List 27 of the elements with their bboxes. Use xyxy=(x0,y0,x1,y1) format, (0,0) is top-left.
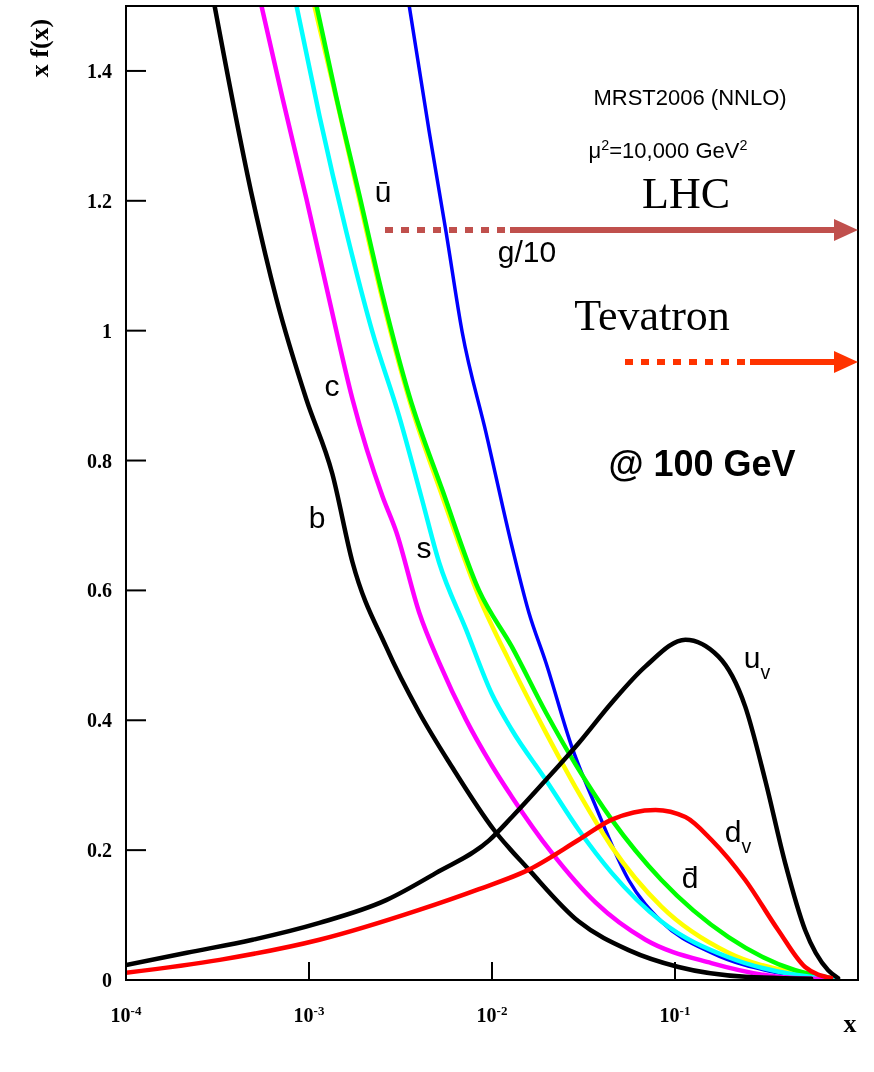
series-label: g/10 xyxy=(497,235,557,268)
x-axis-title: x xyxy=(843,1009,857,1038)
y-tick-label: 0 xyxy=(102,969,112,991)
series-label: d$_{v}$ xyxy=(724,815,752,857)
y-tick-label: 1 xyxy=(102,319,112,342)
series-label: s xyxy=(416,531,432,564)
series-label: u$_{v}$ xyxy=(743,641,771,683)
x-tick-label: 10$^{-1}$ xyxy=(659,1002,691,1026)
series-label: c xyxy=(324,369,340,402)
annotation: Tevatron xyxy=(574,291,730,340)
series-label: d̄ xyxy=(681,861,699,894)
y-axis-title: x f(x) xyxy=(25,18,54,78)
y-tick-label: 1.2 xyxy=(87,189,112,212)
annotation: MRST2006 (NNLO) xyxy=(593,85,787,110)
y-tick-label: 0.2 xyxy=(87,839,112,862)
x-tick-label: 10$^{-3}$ xyxy=(293,1002,325,1026)
annotation: μ$^{2}$=10,000 GeV$^{2}$ xyxy=(588,137,748,163)
x-tick-label: 10$^{-4}$ xyxy=(110,1002,142,1026)
y-tick-label: 0.6 xyxy=(87,579,112,602)
annotation: LHC xyxy=(642,169,730,218)
series-label: ū xyxy=(374,175,392,208)
y-tick-label: 1.4 xyxy=(87,59,112,82)
x-tick-label: 10$^{-2}$ xyxy=(476,1002,508,1026)
y-tick-label: 0.4 xyxy=(87,709,112,732)
annotation: @ 100 GeV xyxy=(608,443,796,484)
series-label: b xyxy=(308,501,326,534)
y-tick-label: 0.8 xyxy=(87,449,112,472)
